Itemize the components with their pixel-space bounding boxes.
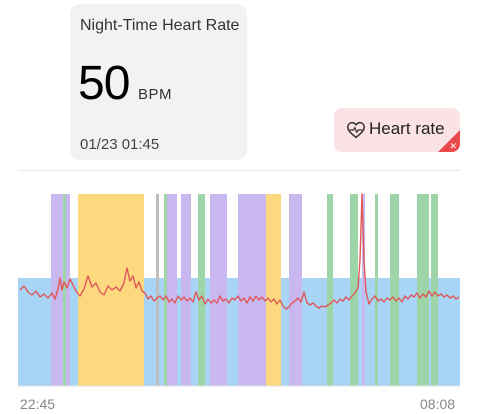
light-sleep-bar-10: [238, 194, 266, 386]
light-sleep-bar-6: [167, 194, 177, 386]
card-timestamp: 01/23 01:45: [80, 136, 160, 153]
rem-bar-14: [350, 194, 358, 386]
rem-bar-8: [198, 194, 205, 386]
heart-rate-card: Night-Time Heart Rate 50 BPM 01/23 01:45: [70, 4, 247, 160]
divider: [18, 170, 460, 171]
awake-bar-3: [78, 194, 144, 386]
light-sleep-bar-12: [289, 194, 302, 386]
x-tick-end: 08:08: [420, 396, 456, 412]
light-sleep-bar-2: [66, 194, 70, 386]
x-tick-start: 22:45: [20, 396, 56, 412]
legend-label: Heart rate: [369, 119, 445, 138]
rem-bar-1: [63, 194, 66, 386]
awake-bar-11: [266, 194, 281, 386]
close-icon[interactable]: ✕: [449, 141, 457, 151]
rem-bar-19: [431, 194, 438, 386]
heart-rate-legend-chip[interactable]: Heart rate ✕: [334, 108, 460, 152]
rem-bar-5: [164, 194, 167, 386]
light-sleep-bar-7: [181, 194, 191, 386]
heart-outline-icon: [347, 121, 365, 139]
light-sleep-bar-9: [210, 194, 227, 386]
corner-badge: [438, 130, 460, 152]
rem-bar-18: [417, 194, 429, 386]
light-sleep-bar-15: [362, 194, 365, 386]
sleep-stage-bands: [18, 194, 460, 386]
heart-rate-line: [19, 193, 460, 310]
gray-bar-4: [156, 194, 159, 386]
rem-bar-13: [327, 194, 333, 386]
heart-rate-value: 50: [78, 57, 130, 110]
rem-bar-17: [390, 194, 399, 386]
rem-bar-16: [375, 194, 378, 386]
heart-rate-unit: BPM: [138, 86, 173, 103]
card-title: Night-Time Heart Rate: [80, 17, 240, 34]
